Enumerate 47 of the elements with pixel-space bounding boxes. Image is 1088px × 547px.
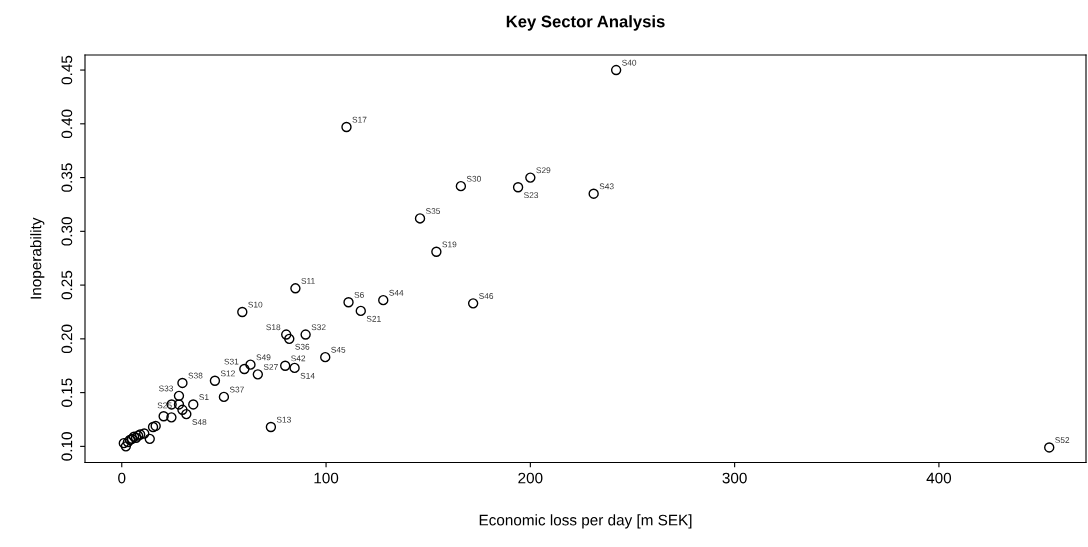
y-tick-label: 0.10	[61, 432, 73, 461]
y-tick-label: 0.30	[61, 217, 73, 246]
chart-title: Key Sector Analysis	[506, 15, 665, 31]
data-label: S48	[192, 419, 207, 425]
y-tick-label: 0.45	[61, 55, 73, 85]
y-tick-label: 0.25	[61, 270, 73, 300]
data-label: S13	[276, 416, 291, 423]
data-label: S45	[331, 346, 346, 353]
y-tick-label: 0.15	[61, 378, 73, 407]
y-tick-label: 0.35	[61, 163, 73, 192]
x-tick-label: 200	[518, 472, 543, 484]
x-tick-label: 100	[314, 472, 339, 484]
data-label: S6	[354, 291, 364, 298]
data-label: S29	[536, 167, 551, 174]
y-axis-title: Inoperability	[30, 217, 45, 299]
y-tick-label: 0.20	[61, 324, 73, 354]
data-label: S33	[158, 385, 174, 392]
data-label: S44	[389, 289, 404, 296]
data-label: S31	[224, 358, 239, 365]
data-label: S38	[188, 372, 203, 379]
data-label: S49	[256, 354, 271, 361]
data-label: S1	[199, 394, 209, 401]
data-label: S40	[622, 59, 637, 66]
x-tick-label: 300	[722, 472, 747, 484]
data-label: S42	[291, 355, 306, 362]
data-label: S46	[479, 293, 494, 299]
data-label: S52	[1055, 437, 1070, 444]
data-label: S10	[248, 301, 263, 308]
data-label: S35	[425, 208, 441, 215]
data-label: S21	[366, 315, 381, 322]
data-label: S43	[599, 183, 614, 190]
data-label: S17	[352, 116, 367, 123]
data-label: S14	[300, 372, 315, 379]
data-label: S18	[266, 324, 281, 331]
data-label: S27	[263, 364, 278, 370]
data-label: S32	[311, 324, 326, 331]
data-label: S36	[295, 343, 310, 350]
data-label: S30	[466, 175, 481, 182]
x-tick-label: 400	[926, 472, 952, 484]
data-label: S11	[301, 277, 315, 284]
data-label: S19	[442, 241, 457, 248]
y-tick-label: 0.40	[61, 109, 73, 139]
data-label: S23	[524, 192, 539, 199]
data-label: S37	[229, 386, 244, 393]
x-tick-label: 0	[118, 472, 126, 484]
x-axis-title: Economic loss per day [m SEK]	[479, 514, 692, 529]
data-label: S12	[220, 370, 235, 377]
